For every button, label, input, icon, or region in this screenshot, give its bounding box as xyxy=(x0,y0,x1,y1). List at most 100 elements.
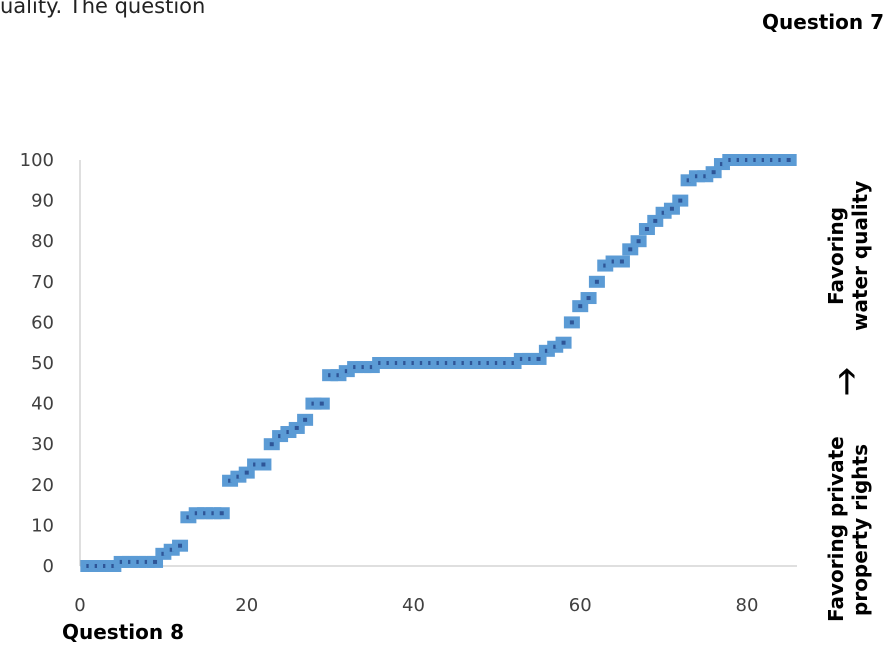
data-point-center xyxy=(528,356,533,361)
data-point-center xyxy=(619,259,624,264)
data-point-center xyxy=(361,365,366,370)
data-point-center xyxy=(436,361,441,365)
data-point-center xyxy=(428,361,433,365)
x-tick-label: 0 xyxy=(74,595,85,616)
data-point-center xyxy=(769,158,774,162)
y-tick-label: 60 xyxy=(31,312,54,333)
data-point-center xyxy=(478,361,483,365)
x-tick-label: 60 xyxy=(569,595,592,616)
data-point-center xyxy=(286,430,291,435)
data-point-center xyxy=(236,474,241,479)
data-point-center xyxy=(278,434,283,439)
y-tick-label: 30 xyxy=(31,434,54,455)
y-tick-label: 0 xyxy=(43,556,54,577)
question-7-label: Question 7 xyxy=(762,10,884,34)
data-point-center xyxy=(253,462,258,467)
data-point-center xyxy=(119,559,124,564)
data-point-center xyxy=(294,425,299,430)
data-point-center xyxy=(628,247,633,252)
data-point-center xyxy=(394,361,399,365)
data-point-center xyxy=(569,320,574,325)
data-point-center xyxy=(453,361,458,365)
data-point-center xyxy=(169,547,174,552)
x-axis-title: Question 8 xyxy=(62,620,184,644)
data-point-center xyxy=(194,511,199,516)
data-point-center xyxy=(328,373,333,378)
data-point-center xyxy=(444,361,449,365)
data-point-center xyxy=(669,206,674,211)
data-point-center xyxy=(594,279,599,284)
data-point-center xyxy=(419,361,424,365)
data-point-center xyxy=(728,158,733,162)
x-tick-label: 20 xyxy=(235,595,258,616)
data-point-center xyxy=(344,369,349,374)
data-point-center xyxy=(369,365,374,370)
data-point-center xyxy=(319,401,324,406)
data-point-center xyxy=(336,373,341,378)
data-point-center xyxy=(561,340,566,345)
data-point-center xyxy=(586,296,591,301)
data-point-center xyxy=(161,551,166,556)
data-point-center xyxy=(86,564,91,568)
data-point-center xyxy=(603,263,608,268)
data-point-center xyxy=(403,361,408,365)
data-point-center xyxy=(261,462,266,467)
data-point-center xyxy=(753,158,758,162)
data-point-center xyxy=(311,401,316,406)
data-point-center xyxy=(511,361,516,365)
data-point-center xyxy=(503,361,508,365)
x-tick-label: 40 xyxy=(402,595,425,616)
data-point-center xyxy=(144,559,149,564)
data-point-center xyxy=(378,361,383,365)
data-point-center xyxy=(519,356,524,361)
data-point-center xyxy=(578,304,583,309)
data-point-center xyxy=(536,356,541,361)
label-line-1: Favoring xyxy=(824,206,848,306)
data-point-center xyxy=(544,348,549,353)
y-tick-label: 10 xyxy=(31,515,54,536)
y-tick-label: 40 xyxy=(31,394,54,415)
data-point-center xyxy=(661,210,666,215)
data-point-center xyxy=(303,417,308,422)
label-line-1: Favoring private xyxy=(824,436,848,622)
data-point-center xyxy=(611,259,616,264)
data-point-center xyxy=(153,559,158,564)
data-point-center xyxy=(386,361,391,365)
data-point-center xyxy=(228,478,233,483)
label-favoring-water-quality: Favoring water quality xyxy=(824,181,872,331)
data-point-center xyxy=(128,559,133,564)
data-point-center xyxy=(486,361,491,365)
y-tick-label: 100 xyxy=(20,150,54,171)
data-point-center xyxy=(644,227,649,232)
data-point-center xyxy=(178,543,183,548)
arrow-up-icon: 🡑 xyxy=(838,362,856,402)
data-point-center xyxy=(103,564,108,568)
data-point-center xyxy=(694,174,699,179)
data-point-center xyxy=(244,470,249,475)
data-point-center xyxy=(203,511,208,516)
label-favoring-private-property-rights: Favoring private property rights xyxy=(824,436,872,622)
x-tick-label: 80 xyxy=(736,595,759,616)
data-point-center xyxy=(678,198,683,203)
data-point-center xyxy=(778,158,783,162)
y-tick-label: 80 xyxy=(31,231,54,252)
data-point-center xyxy=(703,174,708,179)
y-tick-label: 20 xyxy=(31,475,54,496)
data-point-center xyxy=(736,158,741,162)
label-line-2: water quality xyxy=(848,180,872,331)
data-point-center xyxy=(353,365,358,370)
data-point-center xyxy=(219,511,224,516)
data-point-center xyxy=(411,361,416,365)
data-point-center xyxy=(711,170,716,175)
data-point-center xyxy=(269,442,274,447)
data-point-center xyxy=(786,158,791,162)
data-point-center xyxy=(761,158,766,162)
intro-text: uality. The question xyxy=(0,0,206,18)
data-point-center xyxy=(136,559,141,564)
data-point-center xyxy=(653,218,658,223)
data-point-center xyxy=(553,344,558,349)
data-point-center xyxy=(111,564,116,568)
data-point-center xyxy=(186,515,191,520)
y-tick-label: 90 xyxy=(31,191,54,212)
